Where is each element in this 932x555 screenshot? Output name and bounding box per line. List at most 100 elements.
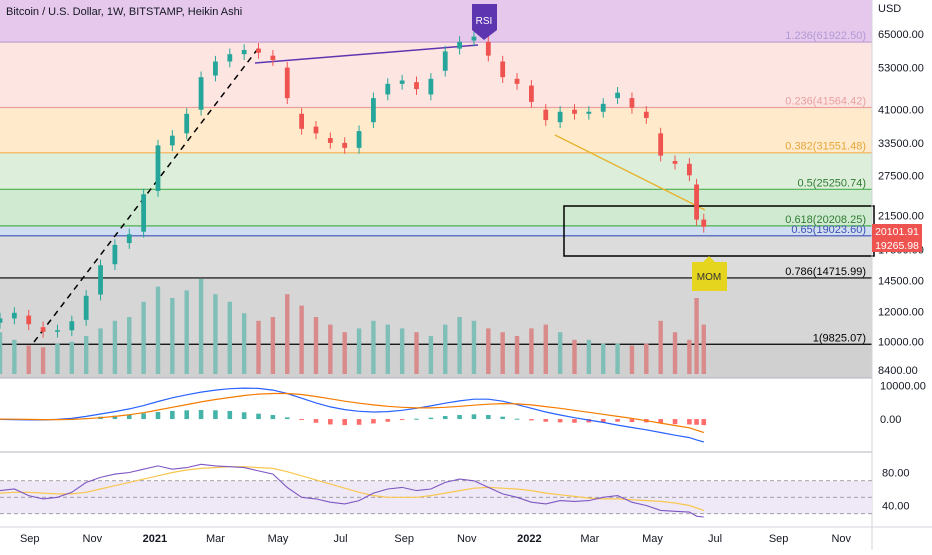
volume-bar bbox=[98, 328, 103, 374]
volume-bar bbox=[371, 320, 376, 374]
fib-level-label: 0.786(14715.99) bbox=[785, 266, 866, 278]
dashed-support-trendline bbox=[33, 45, 261, 343]
price-tick-label: 41000.00 bbox=[878, 105, 924, 117]
time-tick-label: Nov bbox=[831, 533, 851, 545]
volume-bar bbox=[213, 294, 218, 374]
price-tick-label: 12000.00 bbox=[878, 306, 924, 318]
candle-body bbox=[313, 126, 319, 134]
rsi-tick-label: 80.00 bbox=[882, 468, 910, 480]
volume-bar bbox=[557, 332, 563, 374]
macd-histogram-bar bbox=[457, 415, 462, 420]
candle-body bbox=[141, 194, 147, 232]
fib-zone bbox=[0, 107, 872, 153]
fib-level-label: 0.65(19023.60) bbox=[791, 224, 866, 236]
candle-body bbox=[658, 133, 664, 156]
candle-body bbox=[586, 111, 592, 114]
price-tick-label: 14500.00 bbox=[878, 275, 924, 287]
fib-zone bbox=[0, 42, 872, 108]
volume-bar bbox=[256, 320, 261, 374]
candle-body bbox=[371, 98, 376, 123]
macd-histogram-bar bbox=[170, 410, 175, 420]
macd-histogram-bar bbox=[694, 419, 699, 425]
volume-bar bbox=[399, 328, 405, 374]
volume-bar bbox=[486, 328, 491, 374]
candle-body bbox=[414, 82, 419, 90]
candle-body bbox=[701, 219, 707, 227]
candle-body bbox=[241, 49, 247, 55]
macd-histogram-bar bbox=[600, 419, 606, 423]
macd-histogram-bar bbox=[356, 419, 362, 425]
candle-body bbox=[342, 142, 348, 148]
candle-body bbox=[155, 145, 161, 191]
volume-bar bbox=[356, 328, 362, 374]
macd-histogram-bar bbox=[701, 419, 707, 426]
candle-body bbox=[485, 41, 491, 56]
candle-body bbox=[40, 327, 46, 332]
candle-body bbox=[356, 131, 362, 148]
macd-histogram-bar bbox=[428, 417, 434, 420]
macd-histogram-bar bbox=[687, 419, 692, 425]
macd-histogram-bar bbox=[284, 417, 290, 420]
volume-bar bbox=[184, 290, 189, 374]
volume-bar bbox=[601, 343, 606, 374]
candle-body bbox=[299, 113, 305, 129]
candle-body bbox=[399, 80, 405, 84]
macd-histogram-bar bbox=[399, 419, 405, 421]
volume-bar bbox=[428, 336, 434, 374]
candle-body bbox=[686, 163, 692, 176]
rsi-line bbox=[0, 463, 704, 518]
volume-bar bbox=[543, 324, 548, 374]
candle-body bbox=[442, 51, 448, 71]
fib-zone bbox=[0, 225, 872, 236]
candle-body bbox=[572, 109, 577, 114]
macd-histogram-bar bbox=[385, 419, 391, 422]
macd-histogram-bar bbox=[299, 419, 304, 421]
volume-bar bbox=[328, 324, 333, 374]
price-tick-label: 21500.00 bbox=[878, 211, 924, 223]
upper-trendline bbox=[254, 44, 479, 64]
volume-bar bbox=[12, 339, 17, 374]
candle-body bbox=[327, 138, 333, 143]
candle-body bbox=[629, 98, 635, 108]
volume-bar bbox=[615, 343, 620, 374]
volume-bar bbox=[313, 317, 319, 374]
macd-histogram-bar bbox=[155, 411, 161, 420]
volume-bar bbox=[672, 332, 678, 374]
volume-bar bbox=[170, 298, 175, 374]
time-tick-label: Sep bbox=[394, 533, 414, 545]
volume-bar bbox=[572, 339, 577, 374]
macd-histogram-bar bbox=[213, 410, 218, 420]
macd-line bbox=[0, 387, 704, 443]
time-tick-label: May bbox=[642, 533, 663, 545]
candle-body bbox=[55, 330, 60, 332]
price-badge-label: 20101.91 bbox=[875, 226, 919, 238]
macd-histogram-bar bbox=[629, 419, 635, 423]
candle-body bbox=[428, 78, 434, 95]
macd-histogram-bar bbox=[543, 419, 549, 422]
candle-body bbox=[26, 315, 32, 325]
macd-histogram-bar bbox=[256, 413, 261, 420]
volume-bar bbox=[694, 298, 699, 374]
volume-bar bbox=[227, 301, 232, 374]
time-tick-label: Nov bbox=[83, 533, 103, 545]
candle-body bbox=[284, 67, 290, 99]
volume-bar bbox=[127, 317, 132, 374]
candle-body bbox=[169, 135, 175, 146]
candle-body bbox=[672, 161, 678, 164]
volume-bar bbox=[443, 324, 448, 374]
macd-histogram-bar bbox=[557, 419, 563, 423]
price-tick-label: 33500.00 bbox=[878, 138, 924, 150]
volume-bar bbox=[629, 345, 635, 374]
volume-bar bbox=[285, 294, 290, 374]
macd-histogram-bar bbox=[414, 418, 419, 420]
volume-bar bbox=[55, 343, 60, 374]
volume-bar bbox=[385, 324, 390, 374]
macd-histogram-bar bbox=[141, 413, 146, 420]
rsi-pane bbox=[0, 463, 872, 518]
volume-bar bbox=[69, 341, 75, 374]
fib-zone bbox=[0, 0, 872, 43]
time-tick-label: 2021 bbox=[143, 533, 167, 545]
fib-level-label: 0.382(31551.48) bbox=[785, 141, 866, 153]
